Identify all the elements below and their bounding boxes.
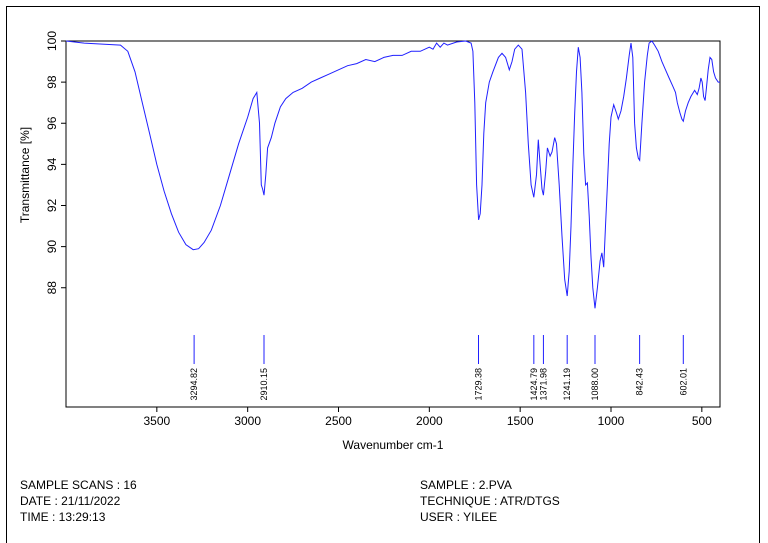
x-tick-label: 3000 — [234, 414, 261, 428]
sample-scans: SAMPLE SCANS : 16 — [20, 478, 137, 492]
peak-label: 1371.98 — [538, 368, 548, 401]
sample-info: SAMPLE : 2.PVA TECHNIQUE : ATR/DTGS USER… — [420, 477, 560, 525]
peak-label: 842.43 — [635, 368, 645, 396]
x-tick-label: 1500 — [507, 414, 534, 428]
sample-name: SAMPLE : 2.PVA — [420, 478, 512, 492]
y-tick-label: 98 — [45, 75, 59, 89]
peak-label: 602.01 — [678, 368, 688, 396]
peak-label: 1241.19 — [562, 368, 572, 401]
peak-label: 1424.79 — [529, 368, 539, 401]
x-tick-label: 2500 — [325, 414, 352, 428]
user: USER : YILEE — [420, 510, 498, 524]
report-frame — [6, 6, 760, 543]
x-tick-label: 2000 — [416, 414, 443, 428]
y-tick-label: 96 — [45, 116, 59, 130]
y-tick-label: 100 — [45, 31, 59, 51]
y-tick-label: 94 — [45, 157, 59, 171]
x-axis-label: Wavenumber cm-1 — [343, 438, 444, 452]
x-tick-label: 1000 — [598, 414, 625, 428]
plot-area — [65, 40, 721, 408]
y-axis-label: Transmittance [%] — [18, 127, 32, 223]
technique: TECHNIQUE : ATR/DTGS — [420, 494, 560, 508]
peak-label: 1088.00 — [590, 368, 600, 401]
peak-label: 1729.38 — [473, 368, 483, 401]
peak-label: 3294.82 — [189, 368, 199, 401]
y-tick-label: 90 — [45, 240, 59, 254]
spectrum-line — [65, 40, 720, 309]
ir-spectrum-chart: 3500 3000 2500 2000 1500 1000 500 88 90 92 94 96 98… — [18, 31, 721, 452]
date: DATE : 21/11/2022 — [20, 494, 121, 508]
time: TIME : 13:29:13 — [20, 510, 106, 524]
y-tick-label: 88 — [45, 281, 59, 295]
x-axis: 3500 3000 2500 2000 1500 1000 500 — [143, 407, 712, 428]
x-tick-label: 500 — [692, 414, 712, 428]
peak-markers: 3294.82 2910.15 1729.38 1424.79 1371.98 1241.… — [189, 335, 688, 401]
y-tick-label: 92 — [45, 199, 59, 213]
acquisition-info: SAMPLE SCANS : 16 DATE : 21/11/2022 TIME… — [20, 477, 137, 525]
x-tick-label: 3500 — [143, 414, 170, 428]
y-axis: 88 90 92 94 96 98 100 — [45, 31, 66, 295]
peak-label: 2910.15 — [259, 368, 269, 401]
